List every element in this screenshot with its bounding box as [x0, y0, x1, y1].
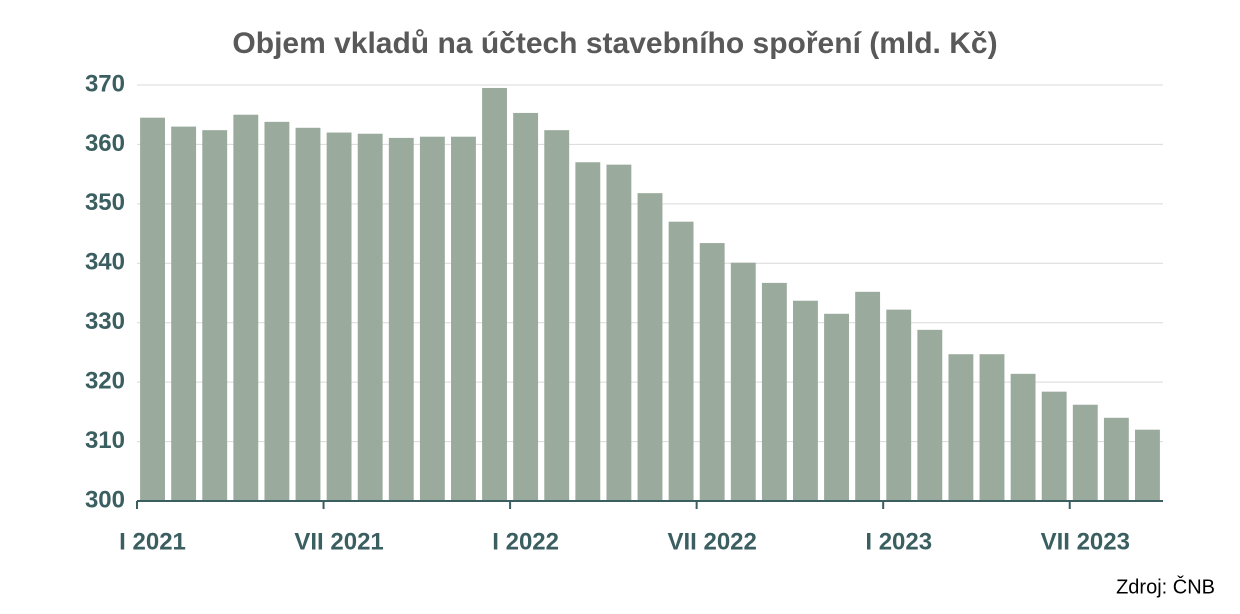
bar — [233, 114, 259, 501]
bar — [793, 300, 818, 501]
y-tick-label: 300 — [85, 486, 125, 513]
bar — [171, 126, 197, 501]
y-tick-label: 350 — [85, 189, 125, 216]
x-tick-label: I 2021 — [119, 528, 186, 555]
bar — [979, 354, 1005, 501]
chart-title: Objem vkladů na účtech stavebního spořen… — [232, 27, 997, 60]
bar — [451, 136, 476, 501]
bar — [544, 130, 570, 501]
bar — [855, 291, 881, 501]
y-tick-label: 340 — [85, 249, 125, 276]
bar — [761, 282, 787, 501]
x-tick-label: I 2023 — [865, 528, 932, 555]
bar — [264, 121, 290, 502]
bar — [575, 162, 601, 501]
bar — [295, 127, 321, 501]
bar — [730, 262, 756, 501]
bar — [388, 137, 414, 502]
x-tick-label: VII 2021 — [294, 528, 383, 555]
y-tick-label: 360 — [85, 130, 125, 157]
y-tick-label: 310 — [85, 427, 125, 454]
bar — [1010, 373, 1036, 501]
bar — [140, 117, 165, 501]
x-tick-label: VII 2023 — [1041, 528, 1130, 555]
bar — [202, 130, 228, 501]
bar — [637, 193, 663, 501]
bar — [1072, 404, 1098, 501]
bar — [1135, 429, 1160, 501]
source: Zdroj: ČNB — [1116, 575, 1215, 598]
y-tick-label: 320 — [85, 367, 125, 394]
bar — [357, 133, 383, 501]
bar — [1103, 417, 1129, 501]
bar — [668, 221, 694, 501]
bar — [699, 243, 725, 501]
bar — [917, 329, 943, 501]
y-tick-label: 370 — [85, 70, 125, 97]
y-tick-label: 330 — [85, 308, 125, 335]
bar — [419, 136, 445, 501]
bar — [513, 112, 539, 501]
x-tick-label: I 2022 — [492, 528, 559, 555]
bar — [482, 87, 507, 501]
bar — [948, 354, 974, 501]
bar — [824, 313, 849, 501]
bar — [606, 164, 632, 502]
bar — [1041, 391, 1067, 501]
bar — [886, 309, 912, 501]
x-tick-label: VII 2022 — [667, 528, 756, 555]
bar — [326, 132, 352, 502]
